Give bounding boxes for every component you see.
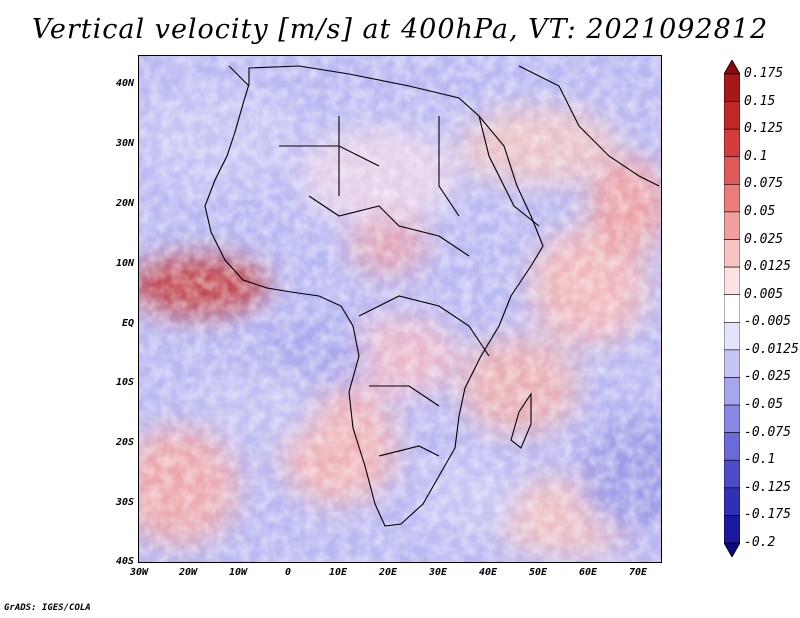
lon-label-60e: 60E	[578, 567, 598, 578]
colorbar-label: 0.05	[744, 203, 776, 219]
colorbar-label: 0.125	[744, 121, 784, 137]
colorbar-bottom-triangle	[724, 542, 740, 557]
lat-label-eq: EQ	[121, 318, 134, 329]
lon-label-0: 0	[284, 567, 292, 578]
colorbar-segment	[724, 239, 740, 268]
lat-label-30s: 30S	[115, 497, 134, 508]
vertical-velocity-field	[139, 56, 661, 562]
colorbar-segment	[724, 294, 740, 323]
lon-label-50e: 50E	[528, 567, 548, 578]
chart-title: Vertical velocity [m/s] at 400hPa, VT: 2…	[31, 14, 769, 45]
colorbar-segment	[724, 211, 740, 240]
colorbar-segment	[724, 349, 740, 378]
colorbar-label: -0.075	[744, 424, 791, 440]
coastlines	[204, 65, 660, 527]
colorbar-segment	[724, 515, 740, 544]
colorbar-label: 0.005	[744, 286, 784, 302]
colorbar-label: 0.1	[744, 148, 768, 164]
colorbar-segment	[724, 156, 740, 185]
colorbar-label: -0.05	[744, 397, 784, 413]
lat-label-20n: 20N	[115, 198, 134, 209]
lat-label-30n: 30N	[115, 138, 134, 149]
colorbar-segment	[724, 487, 740, 516]
colorbar-segment	[724, 73, 740, 102]
map-panel	[138, 55, 662, 563]
lat-label-20s: 20S	[115, 437, 134, 448]
colorbar-label: 0.15	[744, 93, 776, 109]
colorbar-label: -0.025	[744, 369, 791, 385]
colorbar-segment	[724, 432, 740, 461]
lon-label-70e: 70E	[628, 567, 648, 578]
lon-label-10e: 10E	[328, 567, 348, 578]
colorbar-segment	[724, 321, 740, 351]
lon-label-40e: 40E	[478, 567, 498, 578]
colorbar-segment	[724, 184, 740, 213]
colorbar-label: -0.0125	[744, 341, 799, 357]
lon-label-30w: 30W	[129, 567, 149, 578]
colorbar-label: 0.0125	[744, 259, 791, 275]
colorbar-label: -0.175	[744, 507, 791, 523]
lat-label-40n: 40N	[115, 78, 134, 89]
lon-label-20e: 20E	[378, 567, 398, 578]
colorbar-label: -0.125	[744, 479, 791, 495]
colorbar-label: -0.005	[744, 314, 791, 330]
colorbar-label: -0.1	[744, 452, 776, 468]
colorbar-label: 0.175	[744, 66, 784, 81]
lat-label-10s: 10S	[115, 377, 134, 388]
colorbar-segment	[724, 128, 740, 158]
colorbar	[724, 60, 740, 557]
lat-label-10n: 10N	[115, 258, 134, 269]
colorbar-label: 0.075	[744, 176, 784, 192]
colorbar-segment	[724, 377, 740, 406]
colorbar-segment	[724, 101, 740, 130]
colorbar-segment	[724, 404, 740, 433]
footer-credit: GrADS: IGES/COLA	[4, 603, 91, 613]
lon-label-30e: 30E	[428, 567, 448, 578]
colorbar-top-triangle	[724, 60, 740, 75]
colorbar-label: 0.025	[744, 231, 784, 247]
lon-label-10w: 10W	[228, 567, 248, 578]
lat-label-40s: 40S	[115, 556, 134, 567]
colorbar-segment	[724, 459, 740, 489]
colorbar-segment	[724, 266, 740, 296]
lon-label-20w: 20W	[178, 567, 198, 578]
colorbar-label: -0.2	[744, 535, 776, 550]
